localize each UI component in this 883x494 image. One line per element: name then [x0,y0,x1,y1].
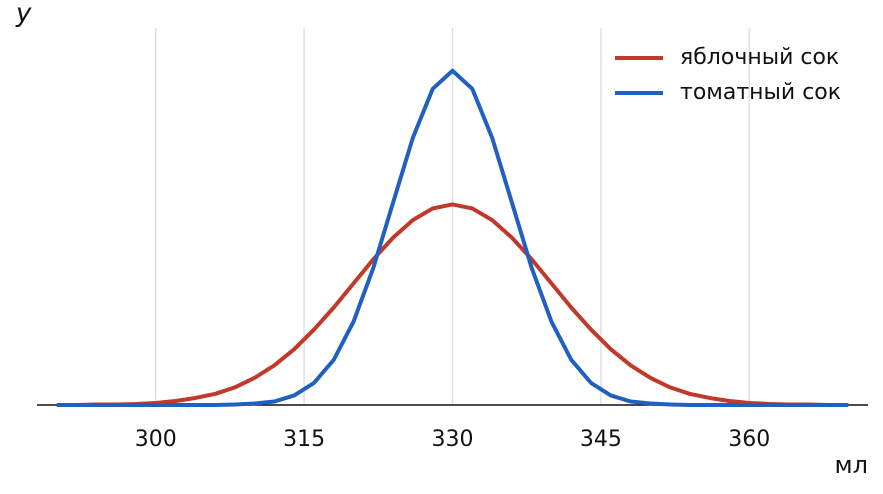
x-tick-label: 300 [135,427,177,452]
line-series [56,202,849,407]
x-tick-label: 330 [432,427,474,452]
x-tick-label: 315 [283,427,325,452]
y-axis-label: y [15,0,32,29]
line-series [56,68,849,407]
legend-label: яблочный сок [680,45,839,70]
x-axis-label: мл [835,451,868,479]
legend-label: томатный сок [680,80,841,105]
x-tick-label: 360 [728,427,770,452]
x-tick-label: 345 [580,427,622,452]
